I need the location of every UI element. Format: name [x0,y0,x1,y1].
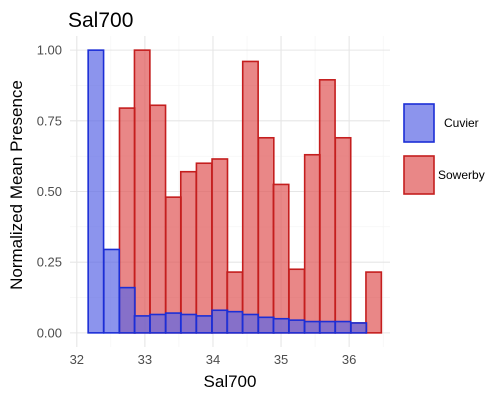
series-sowerby [118,49,383,334]
bar-cuvier [318,320,336,334]
bar-cuvier [350,322,368,334]
bar-cuvier [164,312,183,334]
bar-sowerby [257,136,275,334]
x-tick-label: 36 [342,352,356,367]
bar-cuvier [118,286,136,334]
x-tick-label: 33 [138,352,152,367]
bar-sowerby [241,60,259,334]
y-tick-label: 0.75 [37,113,62,128]
legend: Cuvier Sowerby [403,103,485,195]
x-tick-label: 35 [274,352,288,367]
y-tick-label: 0.00 [37,325,62,340]
bar-sowerby [179,170,197,334]
legend-key-cuvier [403,103,435,143]
bar-sowerby [334,136,352,334]
bar-cuvier [133,315,151,334]
legend-label: Sowerby [438,168,485,182]
bar-sowerby [318,79,336,334]
x-tick-label: 32 [70,352,84,367]
x-axis-ticks: 32 33 34 35 36 [70,352,357,367]
bar-sowerby [133,49,151,334]
legend-label: Cuvier [444,116,479,130]
bar-sowerby [365,271,383,334]
bar-sowerby [211,158,229,334]
bar-cuvier [334,320,352,334]
y-axis-ticks: 0.00 0.25 0.50 0.75 1.00 [37,43,62,341]
y-tick-label: 0.25 [37,255,62,270]
bar-cuvier [226,310,244,334]
bar-cuvier [87,49,105,334]
bar-cuvier [241,313,259,334]
y-tick-label: 1.00 [37,43,62,58]
series-cuvier [87,49,368,334]
bar-sowerby [195,162,213,334]
chart-title: Sal700 [68,9,133,32]
legend-key-sowerby [403,155,435,195]
bar-cuvier [179,313,197,334]
x-axis-title: Sal700 [204,372,257,391]
y-axis-title: Normalized Mean Presence [7,80,26,290]
legend-item-cuvier: Cuvier [403,103,479,143]
bar-sowerby [149,104,167,334]
bar-cuvier [211,309,229,334]
bar-cuvier [272,317,290,334]
bar-cuvier [288,319,306,334]
bar-cuvier [103,248,121,334]
x-tick-label: 34 [206,352,220,367]
bars [87,49,383,334]
bar-cuvier [257,316,275,334]
bar-cuvier [149,313,167,334]
bar-cuvier [195,315,213,334]
legend-item-sowerby: Sowerby [403,155,485,195]
bar-sowerby [272,183,290,334]
bar-sowerby [303,153,321,334]
bar-cuvier [303,320,321,334]
y-tick-label: 0.50 [37,184,62,199]
